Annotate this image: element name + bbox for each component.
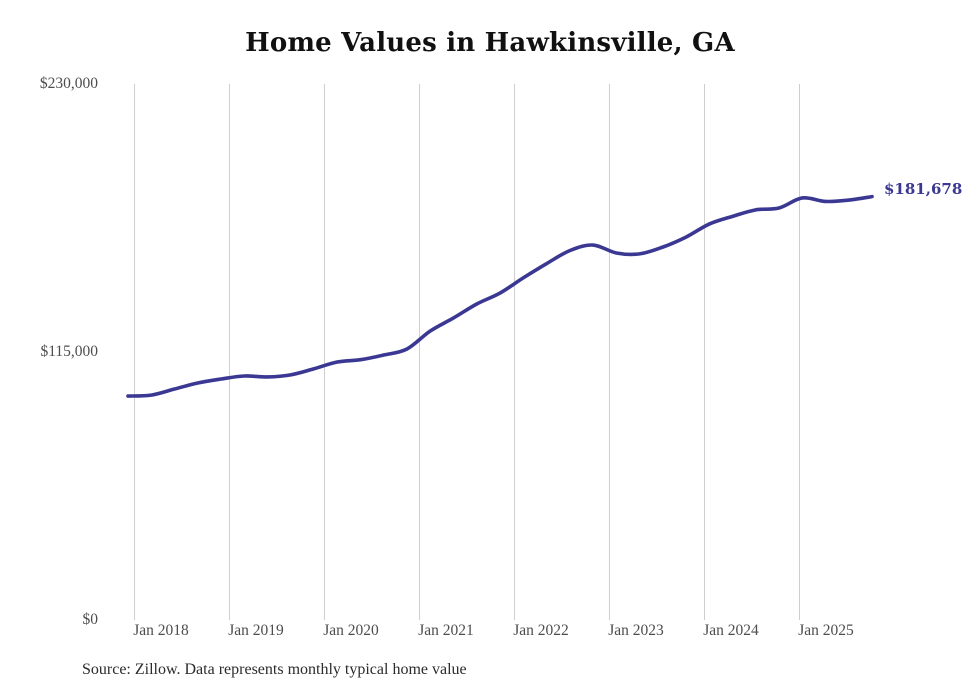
y-axis-tick-mid: $115,000 [40,343,98,360]
x-axis-tick-jan-2022: Jan 2022 [513,622,569,639]
series-line-typical-home-value [126,194,874,398]
series-end-value-label: $181,678 [884,180,963,198]
x-axis-tick-jan-2025: Jan 2025 [798,622,854,639]
y-axis-tick-top: $230,000 [39,75,98,92]
x-axis-tick-jan-2024: Jan 2024 [703,622,759,639]
x-axis-tick-jan-2021: Jan 2021 [418,622,474,639]
y-axis-tick-zero: $0 [82,611,99,628]
x-axis-tick-jan-2023: Jan 2023 [608,622,664,639]
x-axis-tick-jan-2020: Jan 2020 [323,622,379,639]
source-note: Source: Zillow. Data represents monthly … [82,661,467,678]
x-axis-tick-jan-2019: Jan 2019 [228,622,284,639]
vertical-gridlines [134,84,800,620]
x-axis-tick-jan-2018: Jan 2018 [133,622,189,639]
chart-title: Home Values in Hawkinsville, GA [245,28,735,58]
